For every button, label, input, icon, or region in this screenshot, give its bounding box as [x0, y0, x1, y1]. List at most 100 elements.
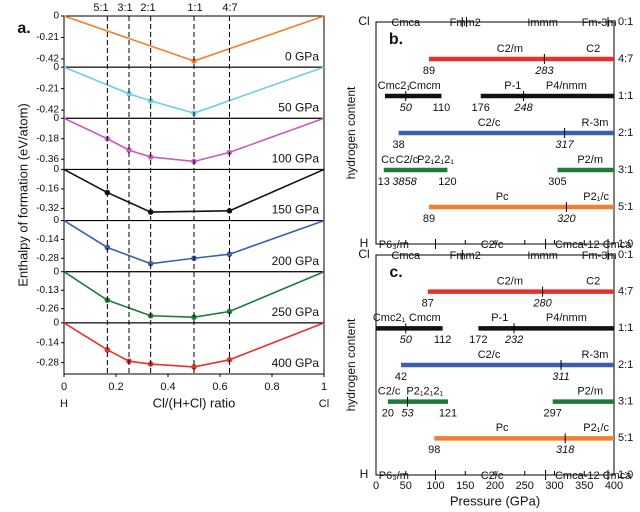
phase-label: Pc	[496, 422, 509, 434]
transition-pressure-label: 280	[532, 298, 552, 310]
onset-pressure-label: 98	[428, 444, 440, 456]
onset-pressure-label: 87	[422, 298, 434, 310]
phase-label: C2	[586, 276, 600, 288]
y-tick-label: -0.42	[36, 105, 59, 116]
ratio-label: 4:7	[618, 53, 633, 65]
bottom-phase-label: P6₃/m	[379, 239, 409, 251]
panel-label: c.	[389, 264, 402, 281]
phase-label: C2/c	[378, 386, 401, 398]
boundary-pressure-label: 121	[439, 408, 457, 420]
x-tick-label: 50	[400, 480, 412, 492]
bottom-phase-label: Cmca-12 Cmca	[555, 239, 632, 251]
hull-line	[63, 219, 325, 265]
y-tick-label: -0.13	[36, 285, 59, 296]
ratio-label: 1:0	[618, 238, 633, 250]
onset-pressure-label: 89	[423, 213, 435, 225]
boundary-pressure-label: 20	[382, 408, 394, 420]
x-tick-label: 0	[61, 381, 67, 393]
phase-label: C2	[586, 43, 600, 55]
bottom-phase-label: C2/c	[481, 239, 504, 251]
boundary-pressure-label: 120	[438, 176, 456, 188]
panel-label: b.	[389, 31, 403, 48]
phase-label: Cmcm	[409, 80, 441, 92]
bottom-phase-label: C2/c	[481, 470, 504, 482]
y-tick-label: 0	[53, 11, 59, 22]
x-tick-label: 200	[486, 480, 504, 492]
phase-label: P2₁2₁2₁	[406, 386, 443, 398]
phase-label: P2₁2₁2₁	[417, 154, 454, 166]
transition-pressure-label: 53	[401, 408, 414, 420]
y-tick-label: -0.21	[36, 32, 59, 43]
transition-pressure-label: 50	[400, 102, 413, 114]
x-tick-label: 0.2	[108, 381, 123, 393]
onset-pressure-label: 38	[392, 139, 404, 151]
pressure-label: 50 GPa	[278, 100, 319, 114]
x-tick-label: 350	[575, 480, 593, 492]
phase-label: Cmcm	[409, 312, 441, 324]
y-tick-label: -0.14	[36, 234, 59, 245]
phase-label: C2/m	[497, 43, 523, 55]
data-point	[126, 147, 132, 153]
data-point	[226, 356, 233, 363]
phase-label: P-1	[504, 80, 521, 92]
transition-pressure-label: 50	[400, 334, 413, 346]
top-phase-label: Cmca	[391, 250, 421, 262]
x-end-label-left: H	[60, 398, 68, 410]
data-point	[104, 347, 111, 353]
phase-label: P2/m	[577, 386, 603, 398]
transition-pressure-label: 311	[552, 371, 570, 383]
phase-label: Cc	[381, 154, 395, 166]
ratio-label: 1:1	[618, 322, 633, 334]
x-tick-label: 0.6	[212, 381, 227, 393]
y-tick-label: 0	[53, 113, 59, 124]
ratio-label: 2:1	[618, 359, 633, 371]
top-phase-label: Immm	[527, 17, 558, 29]
ratio-label: 1:1	[618, 90, 633, 102]
phase-label: P2₁/c	[583, 422, 609, 434]
boundary-pressure-label: 110	[433, 102, 451, 114]
top-phase-label: Cmca	[391, 17, 421, 29]
top-phase-label: Fm-3m	[582, 17, 617, 29]
phase-label: Cmc2₁	[373, 312, 406, 324]
boundary-pressure-label: 172	[469, 334, 487, 346]
transition-pressure-label: 248	[513, 102, 533, 114]
y-tick-label: -0.14	[36, 337, 59, 348]
x-tick-label: 1	[321, 381, 327, 393]
data-point	[226, 308, 233, 315]
pressure-label: 250 GPa	[272, 305, 320, 319]
ratio-label: 5:1	[618, 432, 633, 444]
x-tick-label: 0	[373, 480, 379, 492]
y-tick-label: 0	[53, 317, 59, 328]
onset-pressure-label: 89	[423, 65, 435, 77]
ratio-label: 2:1	[618, 127, 633, 139]
ratio-label: 5:1	[618, 201, 633, 213]
phase-label: C2/c	[396, 154, 419, 166]
hull-line	[63, 270, 325, 318]
phase-label: P2/m	[577, 154, 603, 166]
boundary-pressure-label: 112	[434, 334, 452, 346]
ratio-label: 5:1	[93, 2, 108, 14]
phase-label: P2₁/c	[583, 191, 609, 203]
x-tick-label: 300	[545, 480, 563, 492]
phase-label: C2/c	[478, 349, 501, 361]
phase-label: Cmc2₁	[378, 80, 411, 92]
bottom-phase-label: P6₃/m	[379, 470, 409, 482]
boundary-pressure-label: 176	[472, 102, 490, 114]
bottom-element-label: H	[360, 236, 369, 250]
x-tick-label: 0.8	[264, 381, 279, 393]
y-tick-label: -0.18	[36, 133, 59, 144]
panel-a-label: a.	[17, 20, 30, 37]
pressure-label: 400 GPa	[272, 356, 320, 370]
x-tick-label: 250	[516, 480, 534, 492]
ratio-label: 3:1	[618, 396, 633, 408]
data-point	[191, 364, 197, 370]
phase-label: P4/nmm	[546, 312, 587, 324]
phase-label: C2/c	[478, 117, 501, 129]
phase-label: P4/nmm	[546, 80, 587, 92]
phase-label: C2/m	[497, 276, 523, 288]
x-axis-title: Cl/(H+Cl) ratio	[153, 395, 236, 410]
y-tick-label: -0.42	[36, 54, 59, 65]
boundary-pressure-label: 13	[378, 176, 390, 188]
ratio-label: 3:1	[618, 164, 633, 176]
ratio-label: 1:0	[618, 469, 633, 481]
